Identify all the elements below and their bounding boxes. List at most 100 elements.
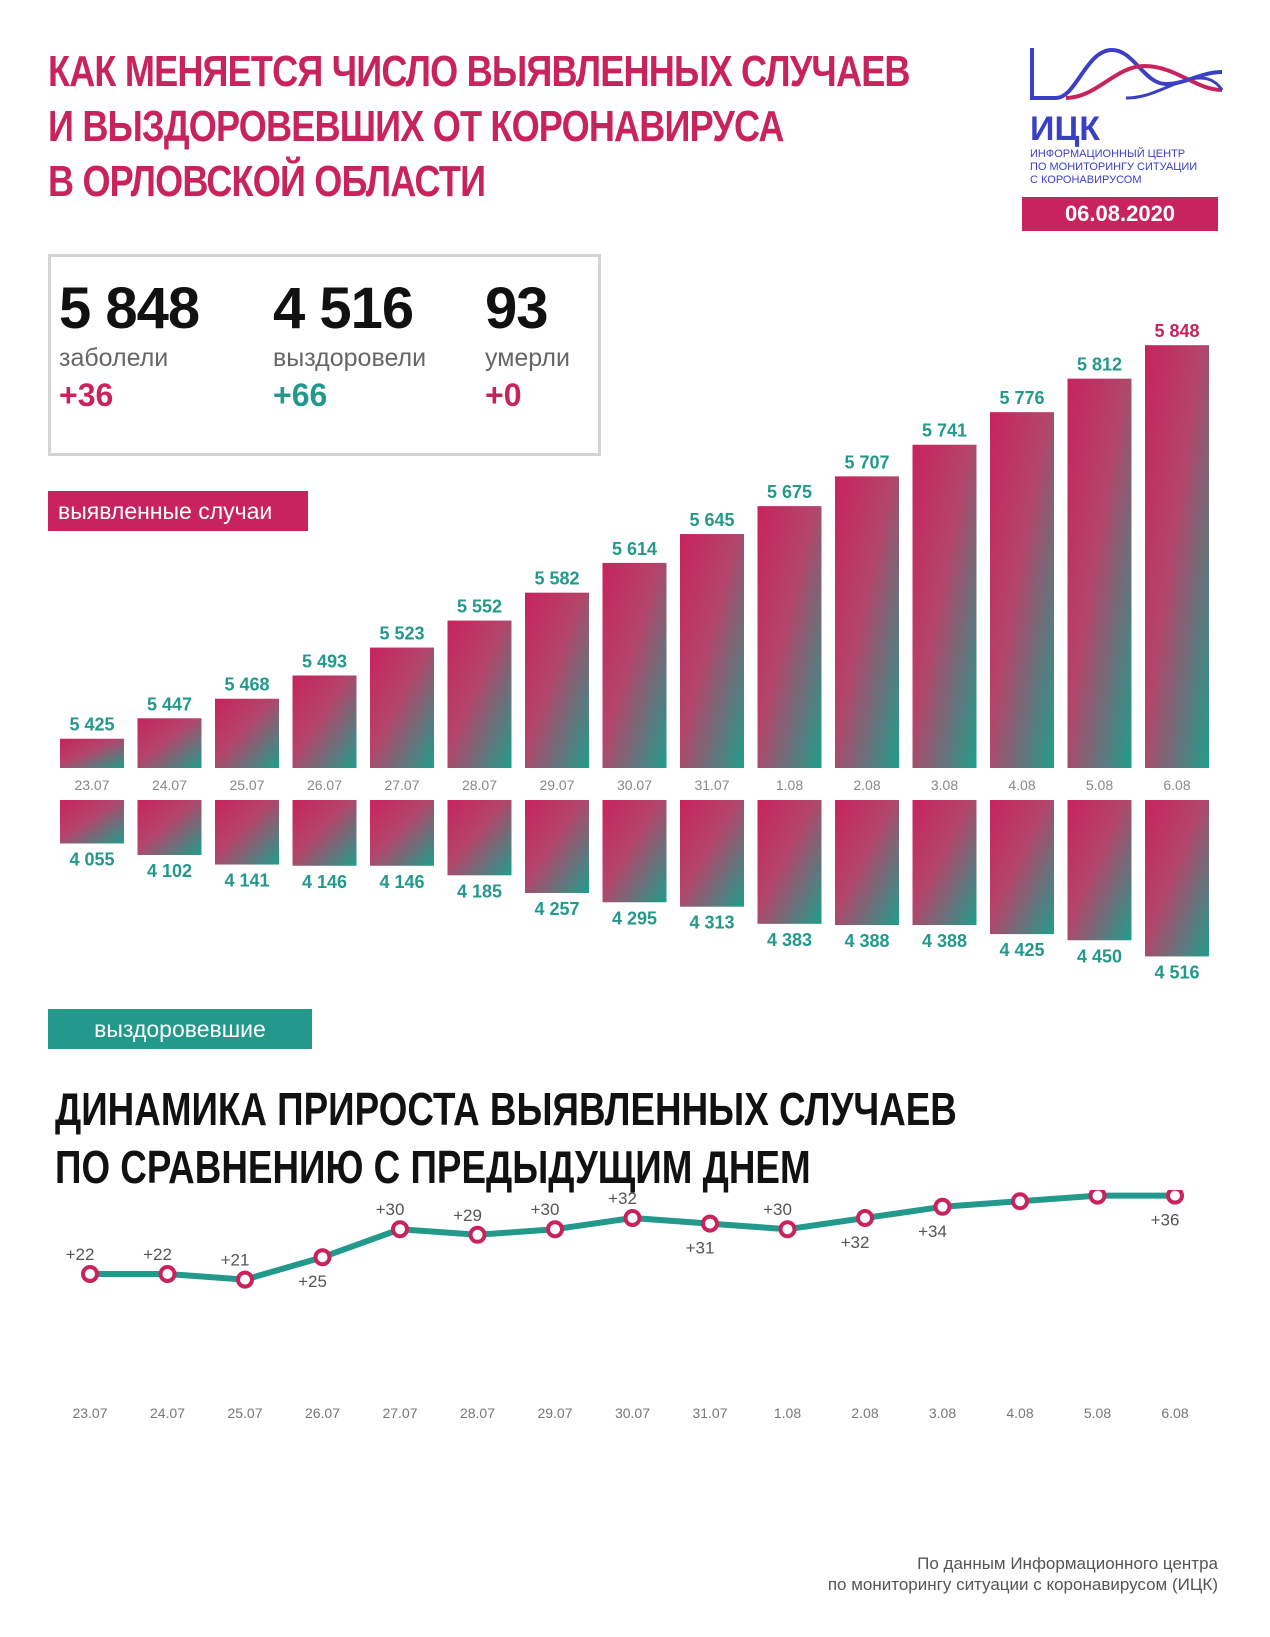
recovered-bar xyxy=(1145,800,1209,957)
growth-point xyxy=(701,1214,719,1233)
date-tick-label: 23.07 xyxy=(72,1405,107,1421)
growth-point xyxy=(468,1225,487,1244)
logo-sub-line: ПО МОНИТОРИНГУ СИТУАЦИИ xyxy=(1030,161,1198,173)
recovered-bar xyxy=(292,800,357,866)
case-value-label: 5 523 xyxy=(379,624,424,644)
growth-point xyxy=(546,1220,564,1239)
case-value-label: 5 675 xyxy=(767,482,812,502)
case-bar xyxy=(137,718,202,768)
stat-sick: 5 848 заболели +36 xyxy=(59,275,200,414)
growth-point xyxy=(1088,1190,1107,1205)
logo-subtitle: ИНФОРМАЦИОННЫЙ ЦЕНТР ПО МОНИТОРИНГУ СИТУ… xyxy=(1030,148,1240,187)
growth-value-label: +36 xyxy=(1151,1211,1180,1230)
recovered-bar xyxy=(137,800,202,855)
stat-died: 93 умерли +0 xyxy=(485,275,570,414)
date-tick-label: 24.07 xyxy=(152,777,187,793)
growth-value-label: +31 xyxy=(686,1239,715,1258)
date-tick-label: 4.08 xyxy=(1006,1405,1033,1421)
logo-sub-line: С КОРОНАВИРУСОМ xyxy=(1030,174,1142,186)
source-line: по мониторингу ситуации с коронавирусом … xyxy=(827,1575,1218,1594)
subtitle-line: ДИНАМИКА ПРИРОСТА ВЫЯВЛЕННЫХ СЛУЧАЕВ xyxy=(55,1083,957,1135)
recovered-value-label: 4 388 xyxy=(922,931,967,951)
date-tick-label: 24.07 xyxy=(150,1405,185,1421)
date-tick-label: 26.07 xyxy=(305,1405,340,1421)
case-bar xyxy=(680,534,744,768)
stat-label: умерли xyxy=(485,344,570,372)
growth-value-label: +21 xyxy=(221,1251,250,1270)
recovered-value-label: 4 388 xyxy=(844,931,889,951)
source-note: По данным Информационного центра по мони… xyxy=(828,1553,1218,1595)
date-tick-label: 6.08 xyxy=(1161,1405,1188,1421)
recovered-bar xyxy=(447,800,512,876)
stat-delta: +0 xyxy=(485,377,522,413)
growth-value-label: +32 xyxy=(841,1233,870,1252)
logo-text: ИЦК xyxy=(1030,110,1101,148)
case-value-label: 5 741 xyxy=(922,421,967,441)
growth-point xyxy=(81,1265,99,1283)
case-value-label: 5 707 xyxy=(844,452,889,472)
date-tick-label: 6.08 xyxy=(1163,777,1190,793)
date-tick-label: 26.07 xyxy=(307,777,342,793)
recovered-value-label: 4 450 xyxy=(1077,946,1122,966)
date-tick-label: 1.08 xyxy=(776,777,803,793)
title-line: И ВЫЗДОРОВЕВШИХ ОТ КОРОНАВИРУСА xyxy=(48,102,784,151)
recovered-bar xyxy=(602,800,667,903)
case-value-label: 5 447 xyxy=(147,694,192,714)
recovered-value-label: 4 055 xyxy=(69,849,114,869)
growth-value-label: +32 xyxy=(608,1190,637,1208)
date-tick-label: 25.07 xyxy=(227,1405,262,1421)
stats-box: 5 848 заболели +36 4 516 выздоровели +66… xyxy=(48,254,601,456)
growth-value-label: +30 xyxy=(531,1200,560,1219)
title-line: В ОРЛОВСКОЙ ОБЛАСТИ xyxy=(48,157,486,206)
recovered-value-label: 4 425 xyxy=(999,940,1044,960)
growth-point xyxy=(1166,1190,1184,1205)
case-bar xyxy=(1067,378,1132,768)
recovered-bar xyxy=(1067,800,1132,941)
recovered-value-label: 4 146 xyxy=(379,872,424,892)
date-tick-label: 28.07 xyxy=(460,1405,495,1421)
recovered-bar xyxy=(835,800,899,926)
case-bar xyxy=(370,647,434,768)
case-bar xyxy=(602,562,667,768)
recovered-value-label: 4 516 xyxy=(1154,962,1199,982)
recovered-bar xyxy=(990,800,1054,935)
stat-delta: +66 xyxy=(273,377,328,413)
recovered-bar xyxy=(757,800,822,924)
growth-value-label: +34 xyxy=(918,1222,947,1241)
case-bar xyxy=(757,506,822,768)
growth-value-label: +30 xyxy=(763,1200,792,1219)
recovered-value-label: 4 257 xyxy=(534,899,579,919)
recovered-value-label: 4 383 xyxy=(767,930,812,950)
date-tick-label: 5.08 xyxy=(1084,1405,1111,1421)
date-tick-label: 1.08 xyxy=(774,1405,801,1421)
stat-label: заболели xyxy=(59,344,169,372)
case-bar xyxy=(215,698,279,768)
growth-value-label: +30 xyxy=(376,1200,405,1219)
case-value-label: 5 582 xyxy=(534,569,579,589)
date-tick-label: 27.07 xyxy=(384,777,419,793)
case-value-label: 5 468 xyxy=(224,675,269,695)
case-value-label: 5 614 xyxy=(612,539,657,559)
title-line: КАК МЕНЯЕТСЯ ЧИСЛО ВЫЯВЛЕННЫХ СЛУЧАЕВ xyxy=(48,47,910,96)
growth-line xyxy=(90,1192,1175,1283)
logo-sub-line: ИНФОРМАЦИОННЫЙ ЦЕНТР xyxy=(1030,148,1186,160)
date-tick-label: 27.07 xyxy=(382,1405,417,1421)
date-tick-label: 3.08 xyxy=(929,1405,956,1421)
recovered-value-label: 4 313 xyxy=(689,913,734,933)
date-tick-label: 25.07 xyxy=(229,777,264,793)
growth-point xyxy=(933,1197,952,1216)
growth-value-label: +25 xyxy=(298,1272,327,1291)
stat-recovered: 4 516 выздоровели +66 xyxy=(273,275,426,414)
case-value-label: 5 493 xyxy=(302,651,347,671)
date-tick-label: 31.07 xyxy=(692,1405,727,1421)
stat-value: 5 848 xyxy=(59,276,200,341)
case-bar xyxy=(525,592,589,768)
growth-point xyxy=(623,1209,642,1227)
case-value-label: 5 645 xyxy=(689,510,734,530)
case-bar xyxy=(447,620,512,768)
subtitle-line: ПО СРАВНЕНИЮ С ПРЕДЫДУЩИМ ДНЕМ xyxy=(55,1141,811,1193)
dynamics-title: ДИНАМИКА ПРИРОСТА ВЫЯВЛЕННЫХ СЛУЧАЕВ ПО … xyxy=(55,1080,957,1196)
case-bar xyxy=(60,738,124,768)
recovered-bar xyxy=(215,800,279,865)
growth-value-label: +22 xyxy=(143,1245,172,1264)
